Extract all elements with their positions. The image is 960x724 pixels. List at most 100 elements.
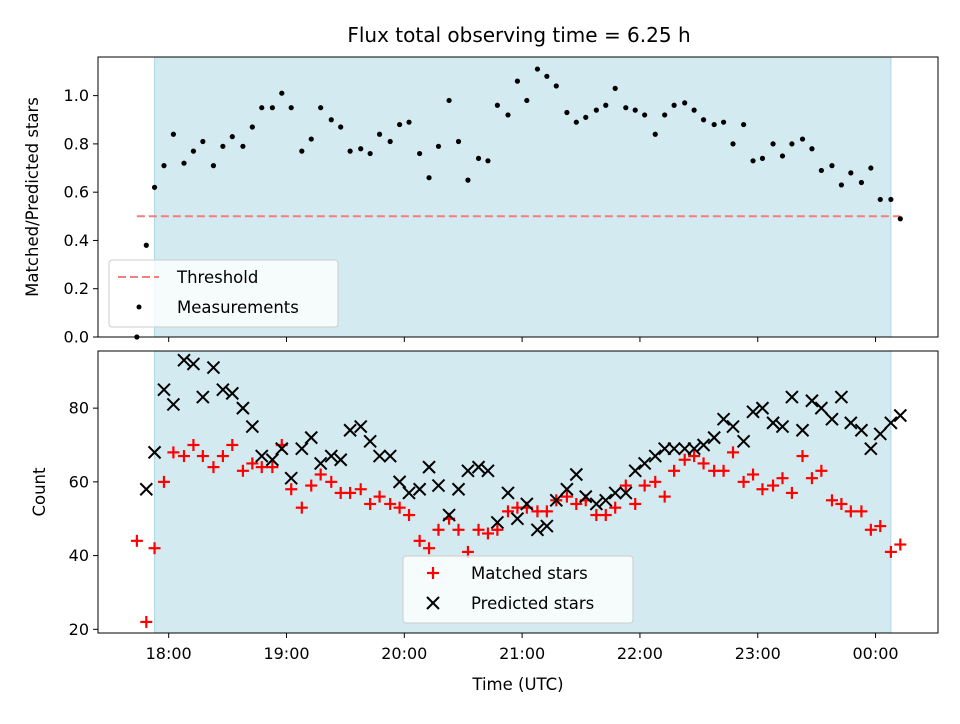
predicted-star-point xyxy=(707,430,721,445)
x-tick-label: 23:00 xyxy=(735,644,781,663)
predicted-star-point xyxy=(540,519,554,533)
matched-star-point xyxy=(373,490,386,503)
matched-star-point xyxy=(207,461,220,474)
matched-star-point xyxy=(815,464,828,477)
count-legend: Matched stars Predicted stars xyxy=(402,555,634,624)
count-y-axis-label: Count xyxy=(30,467,49,517)
measurement-point xyxy=(877,196,883,203)
ratio-y-ticks: 0.0 0.2 0.4 0.6 0.8 1.0 xyxy=(64,57,892,347)
predicted-star-point xyxy=(726,419,740,434)
ratio-y-tick-label: 0.0 xyxy=(64,328,89,347)
count-y-tick-label: 40 xyxy=(69,546,89,565)
matched-star-point xyxy=(609,501,622,514)
measurement-point xyxy=(455,138,462,145)
ratio-y-tick-label: 1.0 xyxy=(64,86,89,105)
measurement-point xyxy=(338,124,344,130)
measurement-point xyxy=(210,163,217,169)
measurement-point xyxy=(417,150,423,157)
measurement-point xyxy=(269,105,275,111)
x-tick-label: 21:00 xyxy=(499,644,545,663)
matched-star-point xyxy=(187,439,200,451)
count-panel: 20 40 60 80 18:00 19:00 20:00 21:00 22:00 23:00 0… xyxy=(30,350,939,694)
measurement-point xyxy=(730,141,736,147)
measurement-point xyxy=(662,112,668,118)
predicted-star-point xyxy=(677,441,692,456)
predicted-star-point xyxy=(255,449,269,463)
matched-star-point xyxy=(894,538,907,551)
legend-matched-label: Matched stars xyxy=(471,564,588,583)
count-y-tick-label: 80 xyxy=(69,399,89,418)
predicted-star-point xyxy=(343,423,357,437)
measurement-point xyxy=(524,97,530,104)
measurement-point xyxy=(632,107,638,113)
measurement-point xyxy=(426,175,432,181)
ratio-panel: 0.0 0.2 0.4 0.6 0.8 1.0 Matched/Predicted sta… xyxy=(23,56,939,347)
predicted-star-point xyxy=(186,357,201,371)
predicted-star-point xyxy=(520,497,534,511)
matched-star-point xyxy=(767,479,780,492)
predicted-star-point xyxy=(854,423,869,437)
predicted-star-point xyxy=(510,512,525,526)
measurement-point xyxy=(720,119,727,125)
measurement-point xyxy=(534,66,541,72)
measurement-point xyxy=(200,138,206,145)
measurement-point xyxy=(396,121,403,128)
matched-star-point xyxy=(472,523,485,536)
count-y-tick-label: 20 xyxy=(69,620,89,639)
matched-star-point xyxy=(295,501,308,514)
predicted-star-point xyxy=(490,515,505,530)
matched-star-point xyxy=(747,468,760,481)
matched-star-point xyxy=(796,450,809,463)
measurement-point xyxy=(190,148,197,154)
predicted-star-point xyxy=(530,523,545,537)
predicted-star-point xyxy=(245,419,260,434)
predicted-star-point xyxy=(402,486,416,500)
matched-star-point xyxy=(737,475,750,488)
matched-star-point xyxy=(432,523,445,536)
predicted-star-point xyxy=(481,464,495,478)
measurement-point xyxy=(229,134,235,140)
predicted-star-point xyxy=(805,394,819,408)
measurement-point xyxy=(799,136,806,142)
x-tick-label: 00:00 xyxy=(853,644,899,663)
predicted-star-point xyxy=(687,441,701,456)
measurement-point xyxy=(671,102,677,108)
matched-star-point xyxy=(148,542,161,555)
measurement-point xyxy=(818,167,824,174)
predicted-star-point xyxy=(265,453,280,467)
matched-star-point xyxy=(835,497,848,510)
measurement-point xyxy=(741,121,747,128)
matched-star-point xyxy=(825,494,838,507)
predicted-star-point xyxy=(157,382,171,397)
matched-star-point xyxy=(167,446,180,459)
predicted-star-point xyxy=(471,460,486,474)
measurement-point xyxy=(181,160,187,166)
measurement-point xyxy=(358,146,364,152)
legend-measurements-label: Measurements xyxy=(177,298,299,317)
legend-threshold-label: Threshold xyxy=(176,268,258,287)
predicted-star-point xyxy=(372,449,387,463)
predicted-star-point xyxy=(392,475,407,489)
predicted-star-point xyxy=(363,434,377,449)
measurement-point xyxy=(240,143,246,149)
measurement-point xyxy=(888,196,894,203)
predicted-star-point xyxy=(422,460,436,474)
measurement-point xyxy=(347,148,353,154)
matched-star-point xyxy=(157,475,170,488)
legend-predicted-swatch xyxy=(426,596,440,610)
predicted-star-point xyxy=(333,453,348,467)
predicted-star-point xyxy=(177,353,191,367)
measurement-point xyxy=(564,109,570,116)
count-legend-box xyxy=(402,555,634,624)
measurement-point xyxy=(583,114,589,120)
predicted-star-point xyxy=(648,449,662,463)
predicted-star-point xyxy=(667,441,681,456)
measurement-points xyxy=(134,66,903,340)
measurement-point xyxy=(505,112,511,118)
measurement-point xyxy=(249,124,255,130)
predicted-star-point xyxy=(560,482,574,496)
predicted-star-point xyxy=(893,408,908,423)
measurement-point xyxy=(682,100,688,106)
predicted-star-point xyxy=(795,423,810,437)
matched-star-point xyxy=(756,483,769,496)
